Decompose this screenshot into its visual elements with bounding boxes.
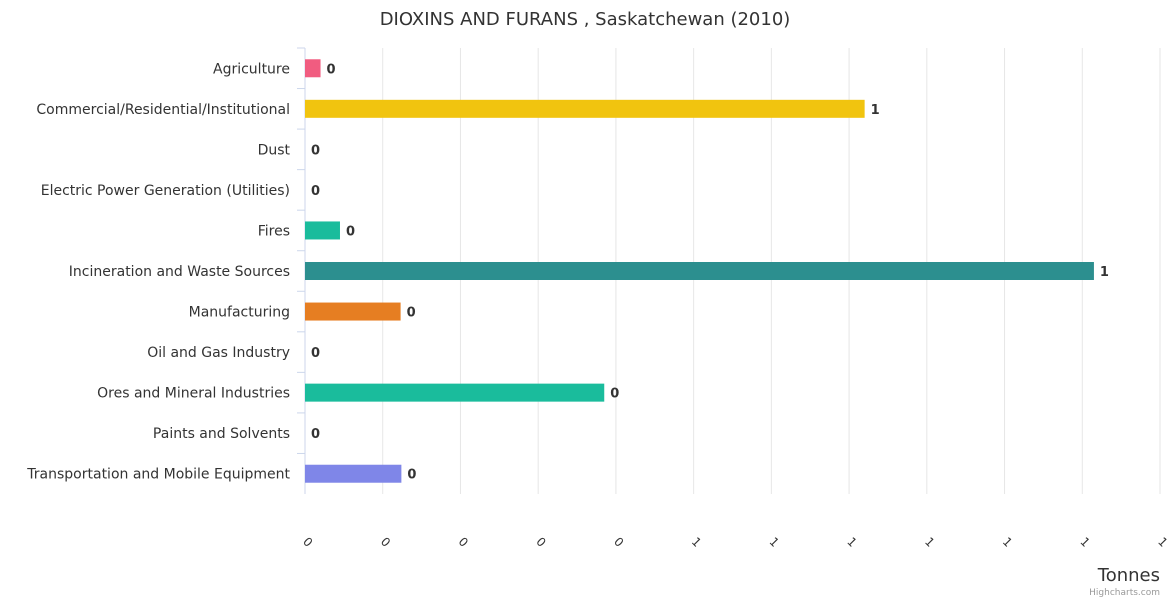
data-label: 0 (311, 184, 320, 199)
category-label: Paints and Solvents (153, 426, 290, 442)
tick-label: 1 (1077, 535, 1092, 550)
data-labels: 0 1 0 0 0 1 0 0 0 0 0 (311, 62, 1109, 482)
category-label: Commercial/Residential/Institutional (36, 102, 290, 118)
category-label: Oil and Gas Industry (147, 345, 290, 361)
category-label: Manufacturing (189, 305, 290, 321)
category-label: Agriculture (213, 61, 290, 77)
bar[interactable] (305, 262, 1094, 280)
data-label: 0 (346, 224, 355, 239)
category-label: Electric Power Generation (Utilities) (41, 183, 290, 199)
data-label: 0 (407, 468, 416, 483)
value-axis-title: Tonnes (1097, 565, 1160, 586)
category-label: Fires (258, 223, 290, 239)
tick-label: 1 (689, 535, 704, 550)
tick-label: 0 (533, 535, 548, 550)
tick-label: 1 (1155, 535, 1170, 550)
data-label: 0 (610, 387, 619, 402)
category-label: Incineration and Waste Sources (69, 264, 290, 280)
bar[interactable] (305, 383, 605, 402)
value-tick-labels: 0 0 0 0 0 1 1 1 1 1 1 1 (300, 535, 1170, 550)
bar[interactable] (305, 99, 865, 118)
bar[interactable] (305, 221, 340, 240)
data-label: 0 (311, 427, 320, 442)
data-label: 1 (871, 103, 880, 118)
tick-label: 0 (300, 535, 315, 550)
data-label: 1 (1100, 265, 1109, 280)
bar-series (305, 59, 1094, 483)
tick-label: 1 (844, 535, 859, 550)
chart-title: DIOXINS AND FURANS , Saskatchewan (2010) (380, 9, 791, 30)
tick-label: 1 (922, 535, 937, 550)
tick-label: 0 (378, 535, 393, 550)
credits-text[interactable]: Highcharts.com (1089, 588, 1160, 598)
category-label: Ores and Mineral Industries (97, 386, 290, 402)
bar[interactable] (305, 59, 321, 78)
category-label: Dust (258, 142, 291, 158)
tick-label: 1 (767, 535, 782, 550)
tick-label: 1 (1000, 535, 1015, 550)
category-label: Transportation and Mobile Equipment (26, 467, 290, 483)
bar[interactable] (305, 464, 402, 483)
tick-label: 0 (611, 535, 626, 550)
bar[interactable] (305, 302, 401, 321)
data-label: 0 (407, 306, 416, 321)
data-label: 0 (311, 346, 320, 361)
data-label: 0 (327, 62, 336, 77)
data-label: 0 (311, 143, 320, 158)
category-labels: Agriculture Commercial/Residential/Instit… (26, 61, 290, 482)
tick-label: 0 (456, 535, 471, 550)
